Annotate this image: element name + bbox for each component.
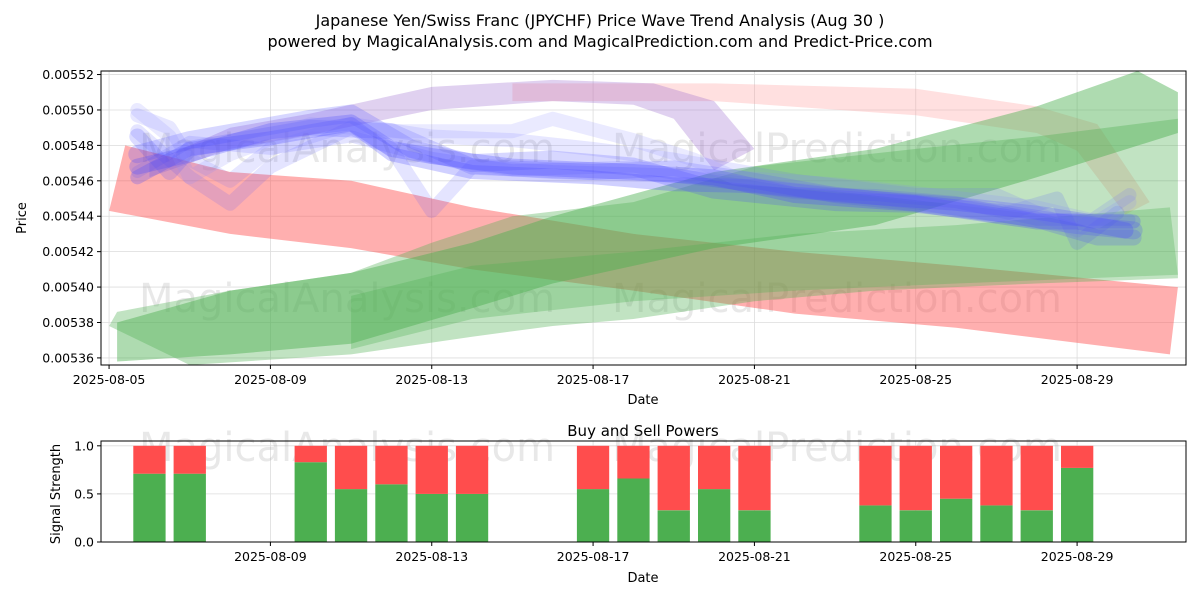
buy-bar [980,505,1013,542]
band-green-uptrend-3 [351,207,1178,350]
buy-bar [617,478,650,542]
signal-x-axis-label: Date [627,571,658,586]
buy-bar [334,489,368,542]
price-y-tick-label: 0.00544 [42,209,94,224]
price-watermarks: MagicalAnalysis.com MagicalPrediction.co… [139,126,1062,322]
band-red-downtrend [109,145,1178,355]
buy-bar [173,473,206,542]
watermark-analysis-top: MagicalAnalysis.com [139,126,555,172]
buy-bar [1061,467,1094,542]
signal-bars [133,445,1094,542]
sell-bar [334,445,368,490]
signal-x-ticks: 2025-08-09 2025-08-13 2025-08-17 2025-08-21… [234,542,1113,564]
main-title-line-1: Japanese Yen/Swiss Franc (JPYCHF) Price … [315,11,885,30]
sell-bar [859,445,892,506]
buy-bar [415,493,448,542]
price-y-tick-label: 0.00536 [42,350,94,365]
sell-bar [738,445,771,511]
signal-axes-frame [100,440,1187,543]
bar-chart-title: Buy and Sell Powers [567,422,719,440]
line-blue-wave-7 [130,103,1137,229]
price-y-tick-label: 0.00538 [42,315,94,330]
price-y-tick-label: 0.00540 [42,280,94,295]
signal-x-tick-label: 2025-08-17 [557,549,630,564]
sell-bar [657,445,690,511]
buy-bar [940,498,973,542]
price-x-tick-label: 2025-08-25 [879,372,952,387]
signal-x-tick-label: 2025-08-21 [718,549,791,564]
signal-y-tick-label: 0.5 [74,486,94,501]
price-x-ticks: 2025-08-05 2025-08-09 2025-08-13 2025-08-17… [73,365,1114,387]
price-x-tick-label: 2025-08-21 [718,372,791,387]
price-y-tick-label: 0.00546 [42,173,94,188]
buy-bar [576,489,610,542]
sell-bar [617,445,650,479]
buy-bar [294,462,327,542]
sell-bar [1020,445,1053,511]
sell-bar [415,445,448,494]
signal-y-axis-label: Signal Strength [49,444,64,544]
price-y-axis-label: Price [15,202,30,234]
buy-bar [133,473,166,542]
band-purple-arc [149,79,755,178]
sell-bar [375,445,408,485]
band-red-upper-curve [512,83,1150,215]
price-y-tick-label: 0.00548 [42,138,94,153]
line-blue-wave-2 [130,117,1141,229]
watermark-prediction-top: MagicalPrediction.com [612,126,1062,172]
line-blue-wave-1 [129,114,1134,239]
line-blue-wave-5 [130,120,1125,250]
watermark-analysis-mid: MagicalAnalysis.com [139,276,555,322]
watermark-prediction-mid: MagicalPrediction.com [612,276,1062,322]
price-y-tick-label: 0.00542 [42,244,94,259]
line-blue-wave-6 [130,108,1137,238]
sell-bar [576,445,610,490]
signal-x-tick-label: 2025-08-29 [1041,549,1114,564]
buy-bar [657,510,690,542]
line-blue-wave-8 [131,130,1136,226]
sell-bar [899,445,932,511]
signal-y-ticks: 0.0 0.5 1.0 [74,438,101,550]
sell-bar [980,445,1013,506]
signal-y-tick-label: 0.0 [74,535,94,550]
signal-x-tick-label: 2025-08-13 [395,549,468,564]
trend-bands [109,71,1178,365]
price-axes-frame [100,70,1187,366]
buy-bar [1020,510,1053,542]
sell-bar [455,445,489,494]
band-green-uptrend-2 [109,118,1178,365]
price-x-axis-label: Date [627,393,658,408]
price-x-tick-label: 2025-08-29 [1041,372,1114,387]
buy-bar [859,505,892,542]
buy-bar [698,489,731,542]
buy-bar [375,484,408,542]
signal-x-tick-label: 2025-08-25 [879,549,952,564]
sell-bar [294,445,327,463]
sell-bar [1061,445,1094,468]
price-x-tick-label: 2025-08-09 [234,372,307,387]
line-blue-wave-3 [128,104,1143,240]
sell-bar [173,445,206,474]
sell-bar [698,445,731,490]
price-x-tick-label: 2025-08-13 [395,372,468,387]
price-x-tick-label: 2025-08-17 [557,372,630,387]
sell-bar [940,445,973,499]
signal-y-tick-label: 1.0 [74,438,94,453]
line-blue-wave-4 [129,119,1142,246]
price-x-tick-label: 2025-08-05 [73,372,146,387]
price-y-tick-label: 0.00550 [42,102,94,117]
price-y-ticks: 0.00536 0.00538 0.00540 0.00542 0.00544 0.005… [42,67,101,365]
wave-lines [128,103,1143,250]
signal-x-tick-label: 2025-08-09 [234,549,307,564]
buy-bar [899,510,932,542]
main-title-line-2: powered by MagicalAnalysis.com and Magic… [267,32,932,51]
sell-bar [133,445,166,474]
buy-bar [455,493,489,542]
buy-bar [738,510,771,542]
band-green-uptrend-1 [117,71,1178,362]
price-y-tick-label: 0.00552 [42,67,94,82]
price-grid [101,71,1186,365]
